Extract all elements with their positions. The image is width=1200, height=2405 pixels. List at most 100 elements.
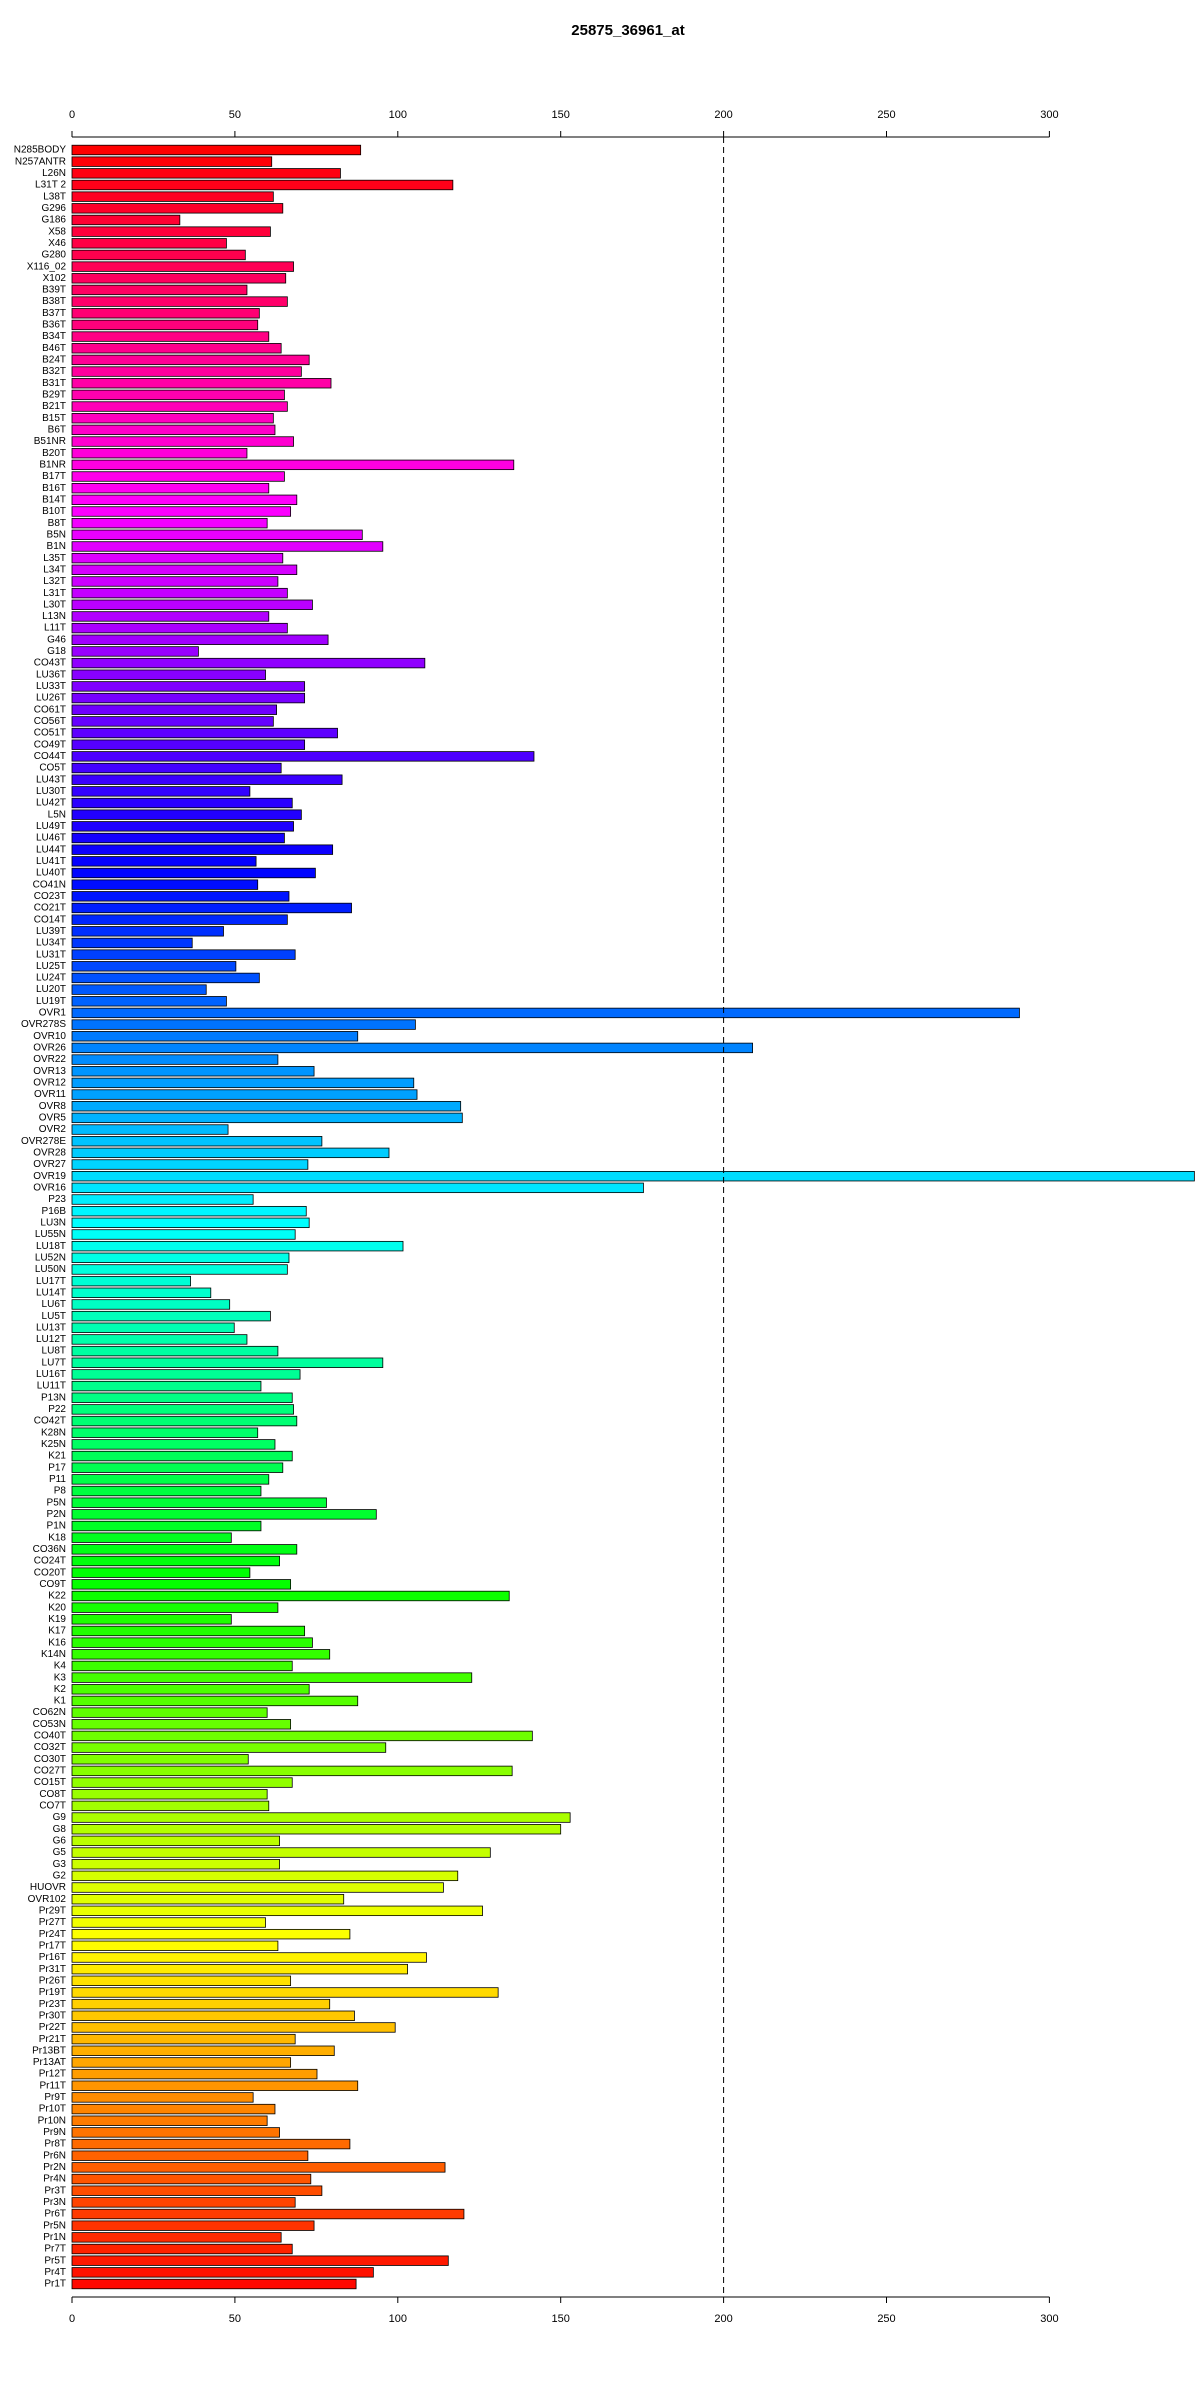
bar (71, 576, 279, 587)
bar (71, 1252, 290, 1263)
category-label: LU44T (36, 844, 66, 855)
category-label: L31T 2 (35, 180, 66, 191)
bar (71, 809, 302, 820)
category-label: B6T (48, 425, 66, 436)
bar (71, 786, 251, 797)
bar (71, 2068, 318, 2080)
category-label: LU14T (36, 1287, 66, 1298)
category-label: Pr13AT (33, 2057, 66, 2068)
bar (71, 1264, 288, 1275)
bar (71, 681, 306, 692)
category-label: Pr9T (44, 2092, 66, 2103)
category-label: B5N (47, 529, 66, 540)
category-label: Pr7T (44, 2244, 66, 2255)
bar (71, 1485, 262, 1497)
category-label: B32T (42, 366, 66, 377)
bar (71, 1520, 262, 1532)
bar (71, 727, 338, 739)
x-tick-label: 150 (552, 109, 570, 121)
category-label: K2 (54, 1684, 67, 1695)
bar (71, 914, 288, 925)
category-label: OVR28 (33, 1148, 66, 1159)
bar (71, 1007, 1020, 1019)
bar (71, 2080, 359, 2091)
category-label: CO20T (34, 1567, 66, 1578)
category-label: K16 (48, 1637, 66, 1648)
bar (71, 1684, 310, 1695)
bar (71, 1532, 232, 1543)
category-label: G296 (42, 203, 67, 214)
category-label: CO51T (34, 728, 66, 739)
bar (71, 494, 298, 506)
category-label: B51NR (34, 436, 66, 447)
category-label: CO9T (39, 1579, 66, 1590)
bar (71, 506, 292, 517)
bar (71, 1101, 462, 1112)
category-label: L31T (43, 588, 66, 599)
bar (71, 1812, 571, 1823)
bar (71, 2033, 296, 2045)
bar (71, 1334, 248, 1345)
bar (71, 1229, 296, 1240)
x-tick-label: 0 (69, 2313, 75, 2325)
bar (71, 1649, 331, 1660)
category-label: CO36N (33, 1544, 66, 1555)
bar (71, 1707, 268, 1718)
bar (71, 1928, 351, 1940)
x-tick-label: 250 (877, 109, 895, 121)
x-tick-label: 150 (552, 2313, 570, 2325)
x-tick-label: 250 (877, 2313, 895, 2325)
bar (71, 2045, 335, 2056)
bar (71, 1322, 235, 1333)
bar (71, 436, 294, 447)
category-label: Pr5N (43, 2220, 66, 2231)
bar (71, 343, 282, 354)
category-label: Pr3T (44, 2185, 66, 2196)
bar (71, 1940, 279, 1952)
category-label: LU33T (36, 681, 66, 692)
bar (71, 1124, 229, 1135)
category-label: B46T (42, 343, 66, 354)
category-label: OVR26 (33, 1043, 66, 1054)
bar (71, 2010, 355, 2021)
category-label: OVR16 (33, 1182, 66, 1193)
bar (71, 1637, 313, 1648)
category-label: CO24T (34, 1556, 66, 1567)
category-label: N257ANTR (15, 156, 66, 167)
bar (71, 2185, 323, 2196)
category-label: LU24T (36, 973, 66, 984)
bar (71, 541, 384, 552)
category-label: X102 (43, 273, 67, 284)
category-label: B10T (42, 506, 66, 517)
bar (71, 1357, 384, 1368)
bar (71, 1870, 459, 1882)
bar (71, 1555, 280, 1567)
category-label: OVR11 (34, 1089, 66, 1100)
bar (71, 552, 284, 564)
bar (71, 669, 266, 680)
category-label: OVR1 (39, 1008, 67, 1019)
bar (71, 1695, 359, 1707)
category-label: L35T (43, 553, 66, 564)
category-label: P11 (49, 1474, 66, 1485)
category-label: Pr4T (44, 2267, 66, 2278)
category-label: LU8T (42, 1346, 66, 1357)
category-label: LU49T (36, 821, 66, 832)
category-label: B34T (42, 331, 66, 342)
category-label: G186 (42, 215, 67, 226)
bar (71, 459, 515, 471)
bar (71, 2173, 312, 2185)
x-tick-label: 300 (1040, 2313, 1058, 2325)
category-label: B17T (42, 471, 66, 482)
bar (71, 1544, 298, 1555)
bar (71, 1019, 416, 1030)
category-label: K21 (48, 1451, 66, 1462)
category-label: OVR8 (39, 1101, 67, 1112)
bar (71, 273, 287, 284)
category-label: Pr21T (39, 2034, 66, 2045)
category-label: LU26T (36, 693, 66, 704)
category-label: CO43T (34, 658, 66, 669)
bar (71, 144, 362, 156)
category-label: K4 (54, 1661, 67, 1672)
